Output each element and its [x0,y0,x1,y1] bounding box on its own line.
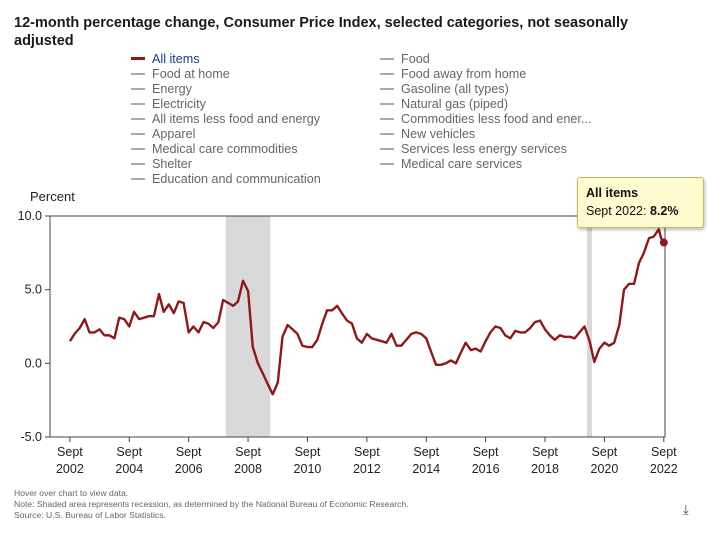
legend-swatch [131,132,145,135]
legend-swatch [131,147,145,150]
legend-swatch [131,87,145,90]
legend-item-natural-gas-piped[interactable]: Natural gas (piped) [380,97,508,112]
legend-label: Education and communication [152,172,321,186]
tooltip-series: All items [586,186,639,200]
x-tick-label-year: 2022 [650,462,678,476]
legend-label: Medical care services [401,157,523,171]
legend-swatch [380,162,394,165]
tooltip-value: 8.2% [649,204,679,218]
legend-label: Shelter [152,157,192,171]
legend-swatch [380,72,394,75]
legend-swatch [131,162,145,165]
legend-label: Food away from home [401,67,527,81]
x-tick-label-year: 2014 [412,462,440,476]
legend-label: Natural gas (piped) [401,97,509,111]
series-line-all-items [68,228,665,396]
legend-swatch [380,117,394,120]
legend-item-apparel[interactable]: Apparel [131,127,195,142]
legend-label: Commodities less food and ener... [401,112,592,126]
source-note: Source: U.S. Bureau of Labor Statistics. [14,510,166,520]
legend-item-all-items[interactable]: All items [131,52,200,67]
legend-label: Energy [152,82,192,96]
hover-note: Hover over chart to view data. [14,488,129,498]
legend-swatch [380,147,394,150]
legend-swatch [131,57,145,61]
x-tick-label-month: Sept [235,445,261,459]
x-tick-label-month: Sept [295,445,321,459]
recession-band [586,216,592,437]
legend-item-food-away-from-home[interactable]: Food away from home [380,67,526,82]
data-tooltip: All items Sept 2022: 8.2% [577,177,704,228]
legend-label: Medical care commodities [152,142,298,156]
tooltip-date: Sept 2022: [586,204,647,218]
legend-item-food-at-home[interactable]: Food at home [131,67,230,82]
legend-label: All items [152,52,200,66]
x-tick-label-month: Sept [532,445,558,459]
x-tick-label-month: Sept [176,445,202,459]
recession-band [225,216,271,437]
x-tick-label-month: Sept [592,445,618,459]
y-tick-label: 0.0 [25,356,42,370]
download-icon[interactable]: ⤓ [683,502,689,517]
chart-title: 12-month percentage change, Consumer Pri… [14,15,629,49]
x-tick-label-month: Sept [57,445,83,459]
x-tick-label-month: Sept [473,445,499,459]
legend-item-all-items-less-food-and-energy[interactable]: All items less food and energy [131,112,320,127]
x-tick-label-year: 2020 [591,462,619,476]
legend-item-commodities-less-food-and-ener[interactable]: Commodities less food and ener... [380,112,591,127]
legend-swatch [380,132,394,135]
x-tick-label-year: 2002 [56,462,84,476]
legend-item-shelter[interactable]: Shelter [131,157,192,172]
x-tick-label-year: 2018 [531,462,559,476]
legend-label: All items less food and energy [152,112,321,126]
recession-note: Note: Shaded area represents recession, … [14,499,409,509]
y-tick-label: 10.0 [18,209,42,223]
x-tick-label-year: 2006 [175,462,203,476]
legend-item-new-vehicles[interactable]: New vehicles [380,127,475,142]
legend-swatch [131,102,145,105]
legend-item-energy[interactable]: Energy [131,82,192,97]
legend-item-food[interactable]: Food [380,52,430,67]
x-tick-label-month: Sept [116,445,142,459]
x-tick-label-year: 2016 [472,462,500,476]
legend-swatch [380,102,394,105]
x-tick-label-year: 2010 [294,462,322,476]
legend-label: Food at home [152,67,230,81]
tooltip-value-line: Sept 2022: 8.2% [586,204,678,218]
x-tick-label-month: Sept [651,445,677,459]
x-tick-label-month: Sept [413,445,439,459]
legend-swatch [131,177,145,180]
highlighted-data-point [659,238,668,247]
legend-item-medical-care-services[interactable]: Medical care services [380,157,522,172]
y-tick-label: 5.0 [25,283,42,297]
legend-label: Gasoline (all types) [401,82,509,96]
x-tick-label-year: 2008 [234,462,262,476]
y-axis-label: Percent [30,189,75,204]
plot-frame [49,215,666,438]
legend-swatch [380,57,394,60]
legend-item-gasoline-all-types[interactable]: Gasoline (all types) [380,82,509,97]
legend-item-electricity[interactable]: Electricity [131,97,206,112]
legend-swatch [380,87,394,90]
legend-label: New vehicles [401,127,476,141]
x-tick-label-year: 2004 [115,462,143,476]
x-tick-label-month: Sept [354,445,380,459]
chart-notes: Hover over chart to view data. Note: Sha… [14,488,409,521]
legend-label: Electricity [152,97,206,111]
y-tick-label: -5.0 [20,430,42,444]
legend-label: Food [401,52,430,66]
x-tick-label-year: 2012 [353,462,381,476]
legend-swatch [131,72,145,75]
legend-swatch [131,117,145,120]
legend-label: Services less energy services [401,142,567,156]
legend-item-education-and-communication[interactable]: Education and communication [131,172,321,187]
legend-item-services-less-energy-services[interactable]: Services less energy services [380,142,567,157]
legend-item-medical-care-commodities[interactable]: Medical care commodities [131,142,298,157]
legend-label: Apparel [152,127,196,141]
